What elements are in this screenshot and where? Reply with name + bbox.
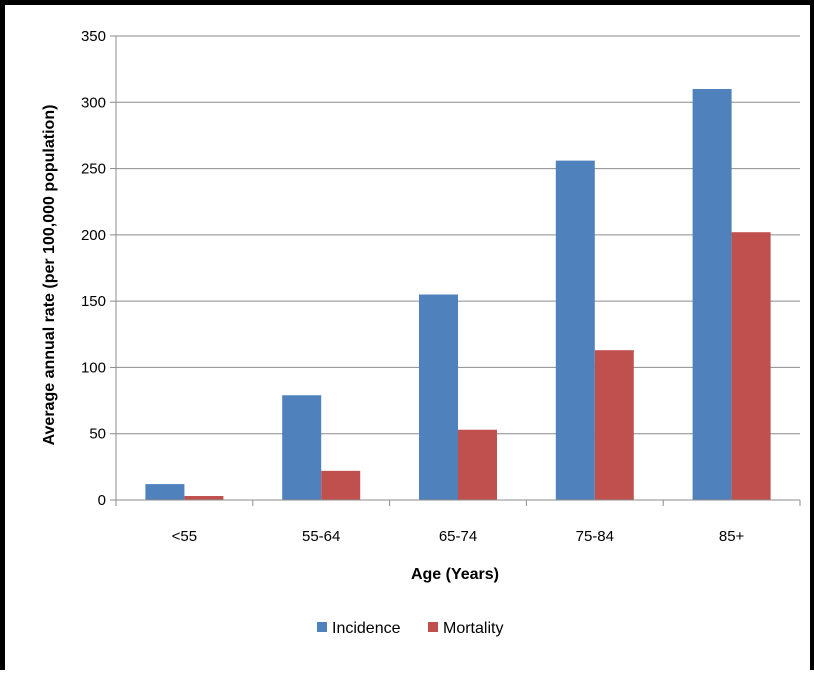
bar-mortality	[731, 232, 771, 500]
y-tick-label: 100	[81, 359, 106, 376]
legend-swatch-incidence	[317, 622, 327, 632]
x-tick-label: 55-64	[302, 528, 340, 545]
bar-mortality	[184, 496, 224, 500]
bar-mortality	[594, 350, 634, 500]
x-tick-label: 65-74	[439, 528, 477, 545]
y-tick-label: 300	[81, 94, 106, 111]
axes	[110, 35, 801, 506]
legend-label-mortality: Mortality	[443, 620, 503, 637]
bar-chart: 0 50 100 150 200 250 300 350 <55 55-64 65-74 75-84…	[41, 28, 801, 637]
y-tick-labels: 0 50 100 150 200 250 300 350	[81, 28, 106, 509]
y-tick-label: 350	[81, 28, 106, 45]
bar-mortality	[458, 429, 497, 500]
x-tick-label: 85+	[719, 528, 745, 545]
x-axis-title: Age (Years)	[411, 566, 499, 583]
bar-incidence	[692, 89, 732, 501]
bar-incidence	[419, 294, 458, 500]
bar-incidence	[282, 395, 322, 500]
legend: Incidence Mortality	[317, 620, 503, 637]
x-tick-label: 75-84	[576, 528, 614, 545]
bar-incidence	[145, 484, 185, 500]
x-tick-label: <55	[172, 528, 197, 545]
bars	[145, 89, 771, 501]
bar-incidence	[555, 160, 595, 501]
y-tick-label: 0	[98, 492, 106, 509]
legend-swatch-mortality	[428, 622, 438, 632]
y-tick-label: 150	[81, 293, 106, 310]
legend-label-incidence: Incidence	[332, 620, 401, 637]
y-tick-label: 50	[89, 426, 106, 443]
y-axis-title: Average annual rate (per 100,000 populat…	[41, 105, 58, 446]
y-tick-label: 250	[81, 161, 106, 178]
x-tick-labels: <55 55-64 65-74 75-84 85+	[172, 528, 745, 545]
y-tick-label: 200	[81, 227, 106, 244]
bar-mortality	[321, 470, 361, 500]
